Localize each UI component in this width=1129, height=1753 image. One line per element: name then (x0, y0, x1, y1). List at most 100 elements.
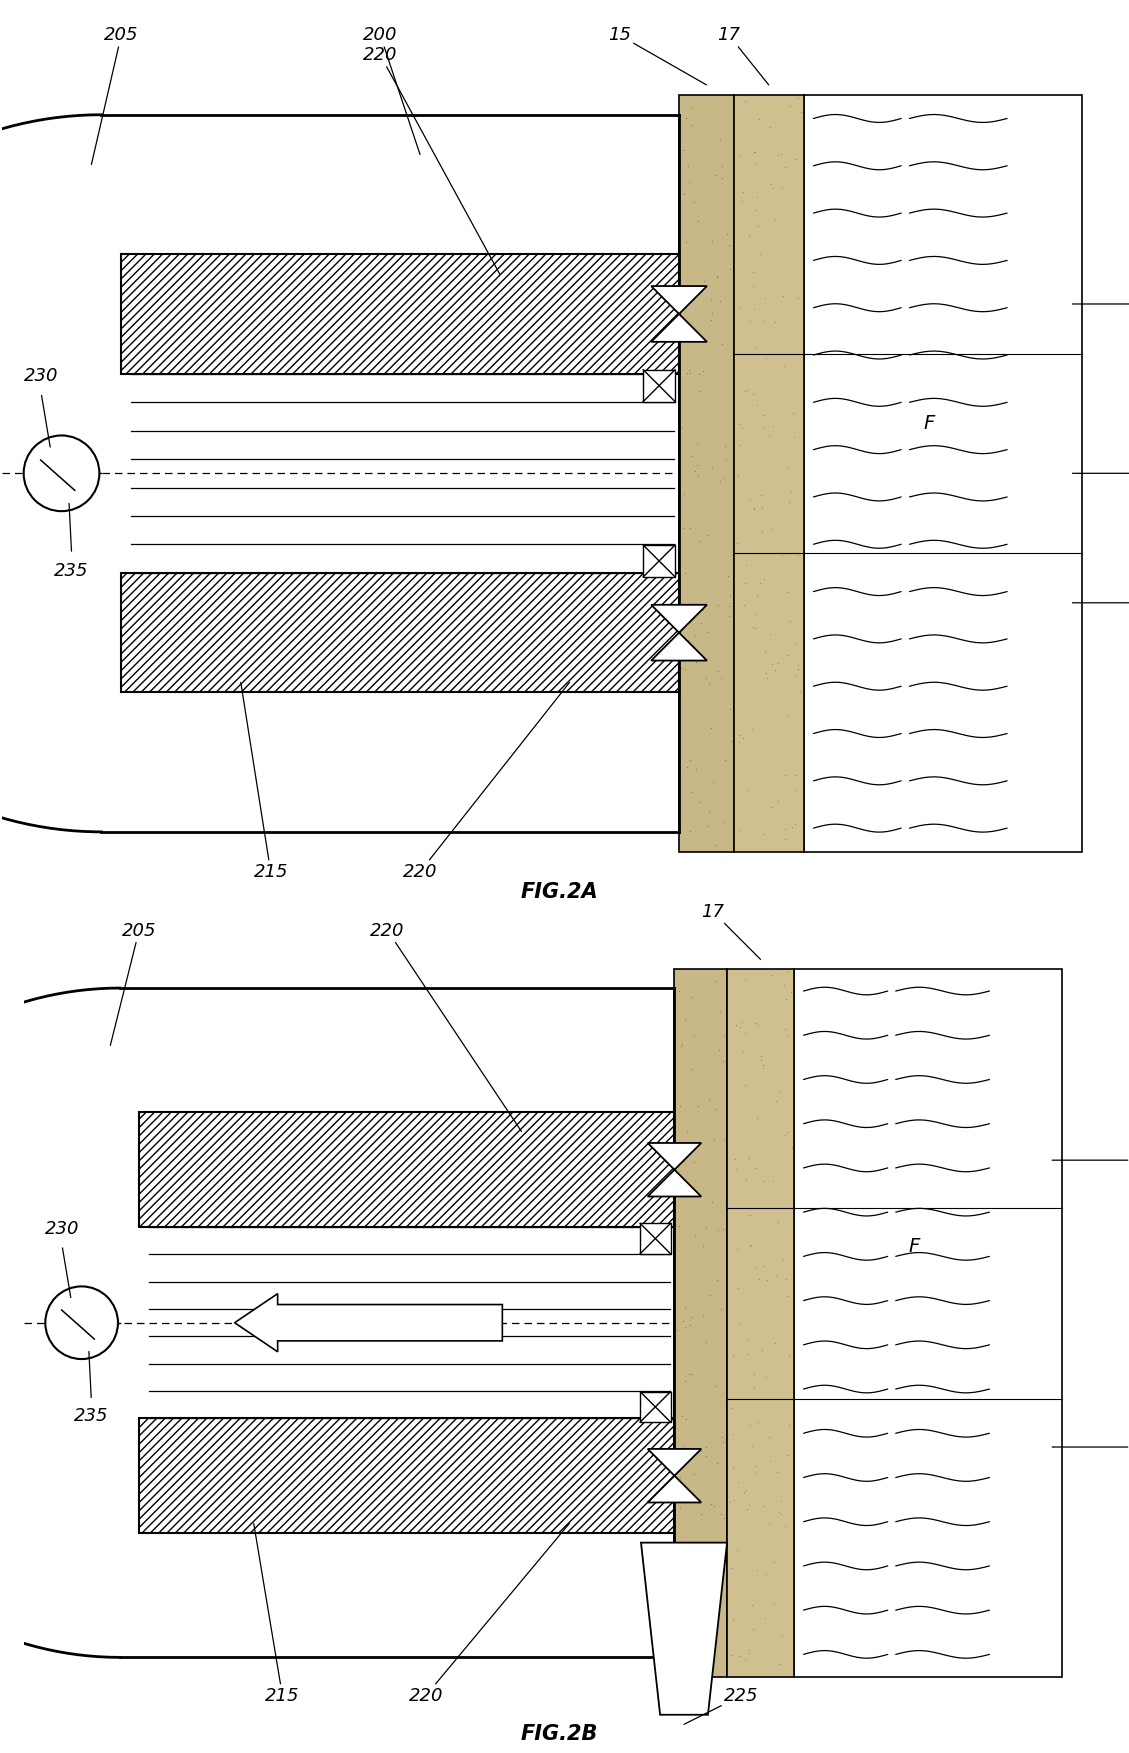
Point (736, 1018, 754, 1047)
Point (773, 174, 791, 202)
Point (754, 1167, 772, 1196)
Point (689, 461, 707, 489)
Polygon shape (648, 1450, 701, 1476)
Point (741, 1411, 759, 1439)
Point (728, 1536, 746, 1564)
Point (784, 813, 802, 841)
Point (680, 626, 698, 654)
Point (743, 715, 761, 743)
Point (767, 1385, 785, 1413)
Point (677, 228, 695, 256)
Point (675, 179, 693, 207)
Point (759, 664, 777, 692)
Point (671, 1092, 689, 1120)
Point (779, 640, 797, 668)
Point (776, 761, 794, 789)
Point (781, 91, 799, 119)
Point (754, 1054, 772, 1082)
Point (786, 663, 804, 691)
Point (697, 1434, 715, 1462)
Point (764, 412, 782, 440)
Point (697, 1548, 715, 1576)
Point (781, 477, 799, 505)
Point (702, 307, 720, 335)
Point (749, 182, 767, 210)
Point (772, 1622, 790, 1650)
Point (691, 526, 709, 554)
Point (754, 1050, 772, 1078)
Point (677, 1404, 695, 1432)
Point (724, 1453, 742, 1481)
Point (780, 1411, 798, 1439)
Point (739, 1636, 758, 1664)
Point (736, 1071, 754, 1099)
Point (745, 494, 763, 522)
Point (746, 614, 764, 642)
Point (742, 1231, 760, 1259)
Point (717, 445, 735, 473)
Point (787, 629, 805, 657)
Bar (102, 114, 679, 833)
Point (763, 174, 781, 202)
Point (703, 768, 721, 796)
Point (737, 1339, 755, 1367)
Point (747, 1153, 765, 1182)
Point (747, 149, 765, 177)
Point (692, 610, 710, 638)
Point (715, 1504, 733, 1532)
Point (698, 1213, 716, 1241)
Point (761, 621, 779, 649)
Point (779, 578, 797, 607)
Point (765, 205, 784, 233)
Point (779, 1283, 797, 1311)
Point (744, 272, 762, 300)
Point (765, 1548, 784, 1576)
Bar (679, 95, 734, 852)
Point (754, 412, 772, 440)
Point (777, 1513, 795, 1541)
Point (741, 223, 759, 251)
Point (669, 1457, 688, 1485)
Point (761, 1511, 779, 1539)
Point (773, 282, 791, 310)
Point (767, 656, 785, 684)
Point (681, 359, 699, 387)
Point (777, 826, 795, 854)
Polygon shape (648, 1143, 701, 1169)
Point (685, 1222, 703, 1250)
Point (682, 1360, 700, 1388)
Point (703, 1616, 721, 1644)
Point (672, 1166, 690, 1194)
Point (769, 649, 787, 677)
Point (677, 1118, 695, 1146)
Point (669, 1583, 688, 1611)
Point (758, 1560, 776, 1588)
Point (778, 957, 796, 985)
Point (777, 1120, 795, 1148)
Point (787, 145, 805, 174)
Point (674, 1306, 692, 1334)
Point (753, 493, 771, 521)
Point (669, 976, 688, 1004)
Point (778, 452, 796, 480)
Point (760, 1423, 778, 1451)
Circle shape (45, 1287, 117, 1359)
Point (791, 677, 809, 705)
Text: 215: 215 (254, 1523, 299, 1704)
Point (789, 542, 807, 570)
Bar (794, 969, 1061, 1676)
Point (764, 1167, 782, 1196)
Point (765, 1329, 784, 1357)
Point (751, 568, 769, 596)
Point (685, 188, 703, 216)
Point (714, 1427, 732, 1455)
Point (673, 1402, 691, 1430)
Point (671, 1211, 689, 1239)
Point (701, 1281, 719, 1309)
Point (688, 451, 706, 479)
Point (724, 1420, 742, 1448)
Point (688, 754, 706, 782)
Point (720, 231, 738, 259)
Point (672, 654, 690, 682)
Text: 235: 235 (54, 563, 89, 580)
